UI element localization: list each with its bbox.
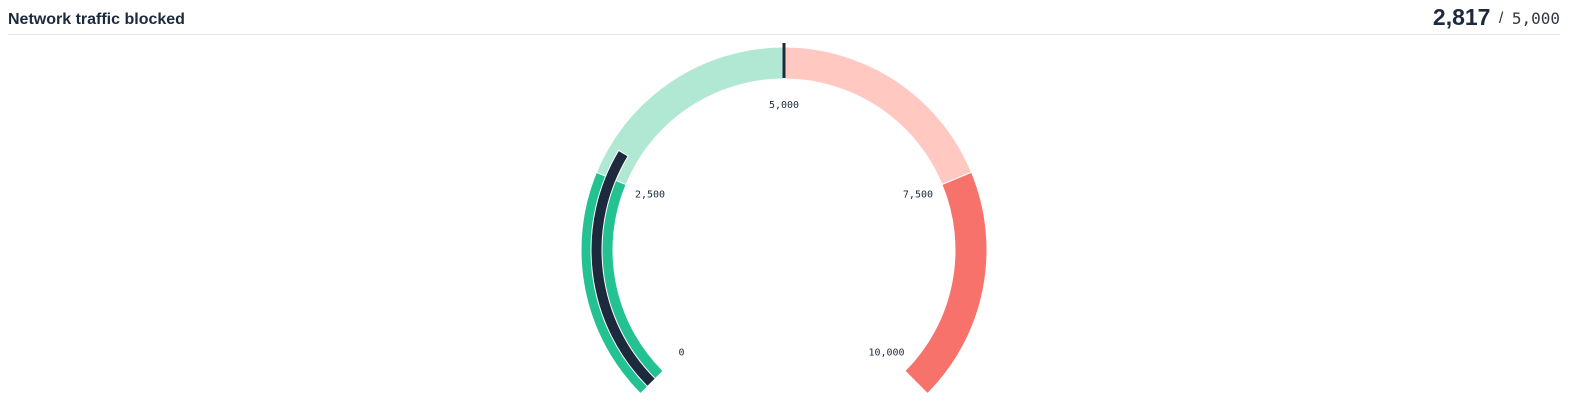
tick-label: 2,500 [635, 190, 665, 201]
metric: 2,817 / 5,000 [1433, 4, 1560, 30]
gauge-band [580, 171, 664, 395]
gauge-band [904, 171, 988, 395]
gauge-band [783, 46, 973, 186]
tick-label: 0 [678, 348, 684, 359]
metric-target: 5,000 [1512, 9, 1560, 28]
metric-value: 2,817 [1433, 4, 1491, 30]
gauge-band [595, 46, 785, 186]
gauge-value-bar [590, 149, 657, 388]
tick-label: 5,000 [769, 100, 799, 111]
metric-separator: / [1499, 10, 1504, 27]
tick-label: 10,000 [868, 348, 904, 359]
chart-title: Network traffic blocked [8, 11, 185, 28]
tick-label: 7,500 [903, 190, 933, 201]
